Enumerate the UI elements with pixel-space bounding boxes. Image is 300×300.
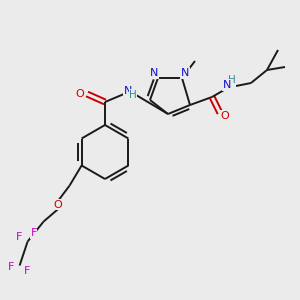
Text: N: N: [223, 80, 231, 90]
Text: O: O: [53, 200, 62, 209]
Text: H: H: [228, 75, 236, 85]
Text: O: O: [76, 89, 84, 99]
Text: F: F: [8, 262, 14, 272]
Text: N: N: [150, 68, 158, 78]
Text: H: H: [129, 90, 137, 100]
Text: O: O: [220, 111, 230, 121]
Text: F: F: [30, 229, 37, 238]
Text: N: N: [181, 68, 189, 78]
Text: F: F: [23, 266, 30, 277]
Text: N: N: [124, 86, 132, 96]
Text: F: F: [15, 232, 22, 242]
